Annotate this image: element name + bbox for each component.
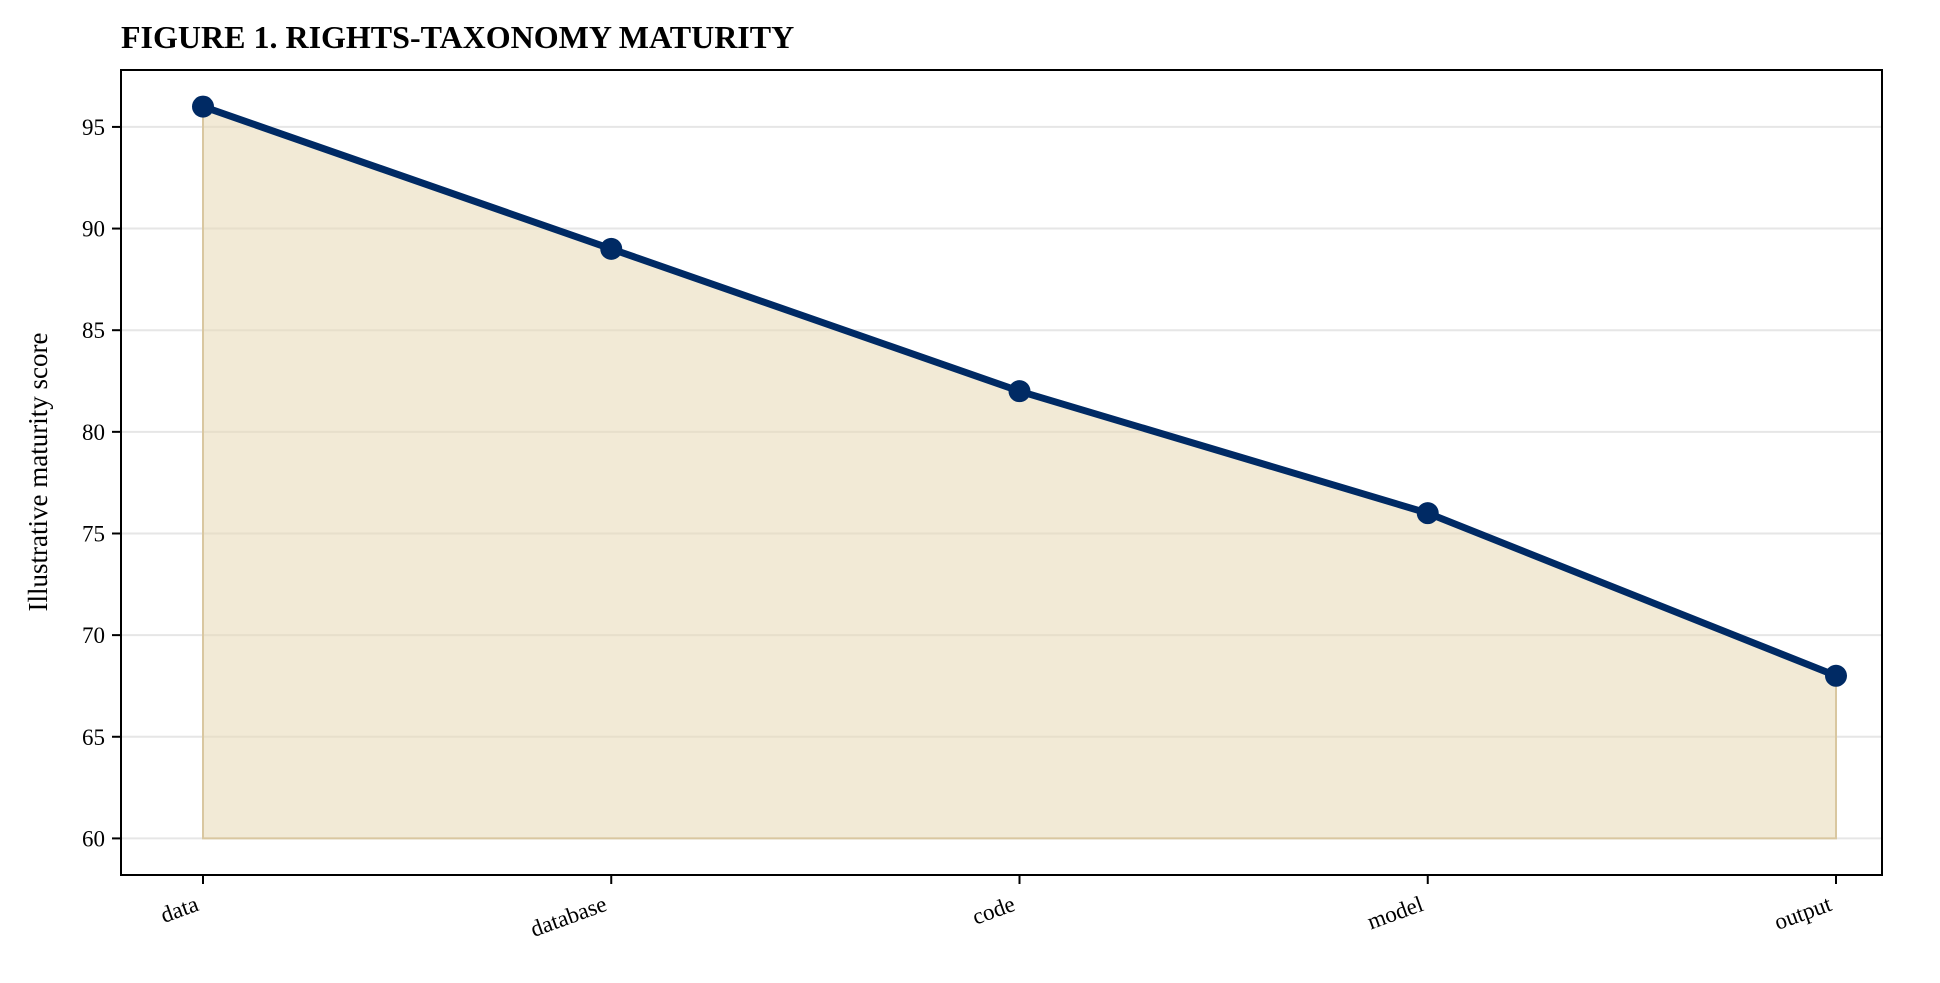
y-axis-ticks: 60 65 70 75 80 85 90 95 bbox=[82, 115, 121, 851]
y-tick-label-95: 95 bbox=[82, 115, 105, 140]
points-layer bbox=[192, 95, 1847, 687]
y-tick-label-70: 70 bbox=[82, 623, 105, 648]
data-point-model bbox=[1416, 502, 1439, 525]
data-point-output bbox=[1825, 664, 1847, 687]
y-tick-label-90: 90 bbox=[82, 217, 105, 242]
x-axis-ticks: data database code model output bbox=[157, 875, 1837, 942]
y-tick-label-60: 60 bbox=[82, 826, 105, 851]
x-tick-label-code: code bbox=[969, 891, 1018, 929]
x-tick-label-data: data bbox=[157, 891, 202, 928]
x-tick-label-database: database bbox=[527, 891, 610, 942]
y-tick-label-65: 65 bbox=[82, 725, 105, 750]
data-point-code bbox=[1008, 380, 1031, 403]
x-tick-label-output: output bbox=[1771, 891, 1835, 935]
y-axis-label: Illustrative maturity score bbox=[23, 333, 53, 612]
data-point-database bbox=[600, 237, 623, 260]
plot-frame bbox=[120, 69, 1883, 876]
y-tick-label-75: 75 bbox=[82, 521, 105, 546]
y-tick-label-85: 85 bbox=[82, 318, 105, 343]
series-area bbox=[202, 105, 1837, 840]
y-tick-label-80: 80 bbox=[82, 420, 105, 445]
area-layer bbox=[202, 105, 1837, 840]
chart-title: FIGURE 1. RIGHTS-TAXONOMY MATURITY bbox=[121, 19, 794, 55]
x-tick-label-model: model bbox=[1364, 891, 1427, 934]
data-point-data bbox=[192, 95, 214, 118]
